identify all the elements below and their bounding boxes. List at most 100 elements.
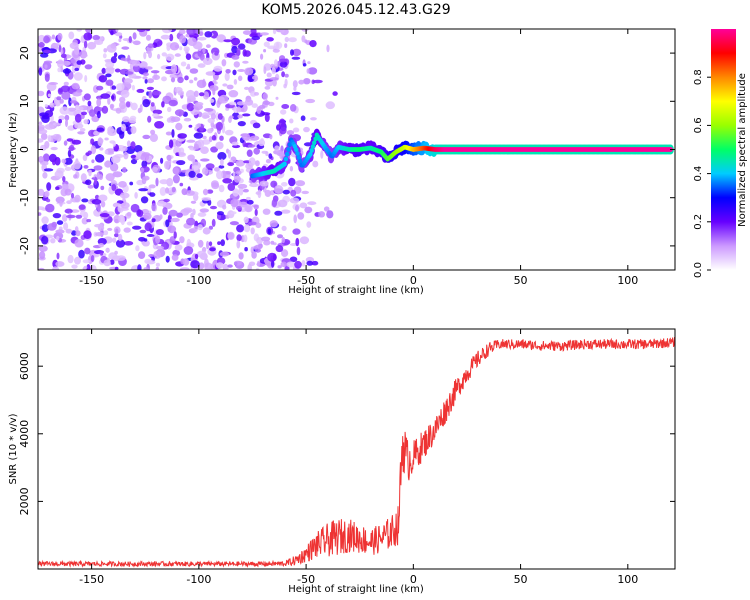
spectrogram-noise-blob (208, 136, 213, 143)
spectrogram-noise-blob (277, 152, 286, 157)
spectrogram-noise-blob (97, 137, 103, 147)
spectrogram-noise-blob (169, 42, 180, 51)
spectrogram-noise-blob (155, 266, 160, 270)
spectrogram-noise-blob (267, 252, 277, 262)
x-tick-label: -50 (297, 573, 315, 586)
spectrogram-noise-blob (152, 109, 163, 115)
spectrogram-noise-blob (255, 191, 261, 195)
spectrogram-noise-blob (309, 40, 317, 48)
y-tick-label: 4000 (18, 420, 31, 448)
spectrogram-noise-blob (52, 266, 59, 270)
spectrogram-noise-blob (144, 258, 152, 264)
spectrogram-noise-blob (132, 64, 141, 73)
spectrogram-noise-blob (131, 84, 135, 91)
y-tick-label: 6000 (18, 352, 31, 380)
spectrogram-noise-blob (70, 192, 75, 199)
spectrogram-noise-blob (242, 113, 251, 117)
spectrogram-noise-blob (109, 162, 119, 172)
spectrogram-noise-blob (228, 90, 239, 98)
spectrogram-noise-blob (81, 198, 89, 203)
spectrogram-noise-blob (281, 104, 290, 109)
spectrogram-noise-blob (120, 123, 127, 132)
spectrogram-noise-blob (231, 55, 240, 60)
spectrogram-noise-blob (170, 77, 176, 83)
spectrogram-noise-blob (229, 115, 234, 119)
spectrogram-noise-blob (130, 126, 137, 134)
spectrogram-noise-blob (88, 109, 96, 117)
spectrogram-noise-blob (42, 153, 50, 163)
spectrogram-noise-blob (232, 69, 237, 76)
x-tick-label: -150 (79, 274, 104, 287)
spectrogram-noise-blob (55, 261, 65, 267)
spectrogram-noise-blob (98, 194, 108, 202)
colorbar-tick-label: 0.2 (693, 214, 704, 230)
spectrogram-noise-blob (295, 204, 299, 212)
spectrogram-noise-blob (90, 138, 95, 145)
spectrogram-noise-blob (98, 243, 105, 248)
spectrogram-noise-blob (320, 150, 324, 159)
spectrogram-noise-blob (168, 139, 174, 148)
spectrogram-noise-blob (195, 102, 204, 106)
spectrogram-noise-blob (206, 189, 214, 194)
spectrogram-noise-blob (256, 106, 262, 114)
spectrogram-noise-blob (47, 134, 52, 143)
spectrogram-noise-blob (41, 216, 49, 225)
spectrogram-noise-blob (224, 72, 230, 81)
spectrogram-noise-blob (238, 75, 243, 82)
spectrogram-noise-blob (167, 225, 177, 234)
spectrogram-noise-blob (144, 222, 152, 232)
spectrogram-noise-blob (244, 86, 250, 90)
spectrogram-noise-blob (266, 72, 272, 78)
spectrogram-noise-blob (197, 63, 206, 68)
spectrogram-noise-blob (119, 147, 126, 152)
spectrogram-noise-blob (182, 207, 193, 214)
x-tick-label: -100 (186, 274, 211, 287)
spectrogram-noise-blob (243, 50, 251, 57)
spectrogram-noise-blob (105, 248, 110, 252)
spectrogram-noise-blob (183, 46, 190, 52)
spectrogram-noise-blob (161, 76, 167, 82)
spectrogram-noise-blob (227, 183, 236, 191)
spectrogram-noise-blob (250, 227, 255, 235)
spectrogram-noise-blob (310, 117, 317, 121)
spectrogram-noise-blob (87, 150, 92, 156)
spectrogram-noise-blob (41, 235, 49, 245)
spectrogram-noise-blob (110, 30, 114, 36)
spectrogram-noise-blob (100, 93, 111, 99)
spectrogram-noise-blob (298, 79, 305, 85)
spectrogram-noise-blob (45, 203, 55, 213)
spectrogram-noise-blob (142, 76, 148, 80)
spectrogram-noise-blob (275, 245, 284, 253)
spectrogram-noise-blob (46, 198, 51, 203)
spectrogram-noise-blob (242, 60, 249, 64)
spectrogram-noise-blob (123, 227, 131, 233)
spectrogram-noise-blob (190, 200, 197, 204)
spectrogram-noise-blob (109, 140, 116, 144)
spectrogram-noise-blob (208, 241, 213, 247)
spectrogram-noise-blob (210, 205, 217, 210)
spectrogram-noise-blob (281, 209, 291, 214)
spectrogram-noise-blob (146, 34, 151, 41)
spectrogram-noise-blob (105, 66, 115, 75)
spectrogram-noise-blob (68, 97, 72, 107)
spectrogram-noise-blob (119, 192, 130, 199)
spectrogram-noise-blob (262, 100, 271, 106)
spectrogram-noise-blob (55, 186, 60, 190)
spectrogram-noise-blob (91, 199, 102, 205)
spectrogram-noise-blob (66, 200, 72, 205)
spectrogram-noise-blob (114, 250, 118, 255)
spectrogram-noise-blob (38, 121, 43, 126)
spectrogram-noise-blob (38, 138, 44, 143)
spectrogram-noise-blob (59, 98, 64, 104)
spectrogram-noise-blob (267, 45, 277, 50)
spectrogram-noise-blob (236, 47, 241, 54)
spectrogram-noise-blob (196, 250, 207, 258)
spectrogram-noise-blob (291, 56, 301, 60)
spectrogram-noise-blob (296, 246, 301, 256)
spectrogram-noise-blob (38, 67, 43, 76)
spectrogram-noise-blob (247, 73, 255, 82)
spectrogram-noise-blob (215, 141, 224, 150)
spectrogram-noise-blob (62, 60, 71, 66)
spectrogram-noise-blob (279, 58, 288, 63)
spectrogram-noise-blob (71, 264, 78, 269)
